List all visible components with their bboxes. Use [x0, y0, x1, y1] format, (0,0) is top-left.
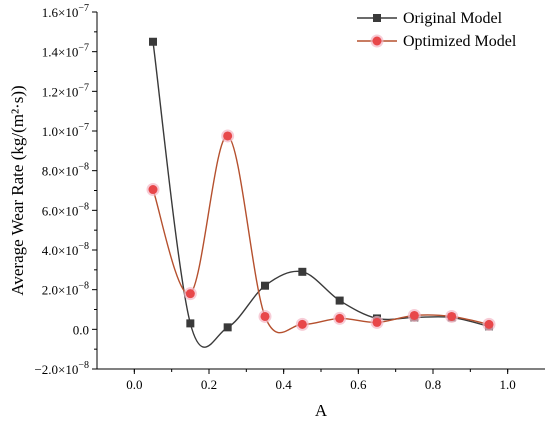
y-tick-label: 1.6×10−7: [42, 3, 89, 20]
data-point-circle: [447, 311, 457, 321]
x-tick-label: 0.8: [425, 377, 441, 392]
legend-marker-circle: [372, 36, 382, 46]
series-group: [146, 37, 496, 348]
y-tick-label: 4.0×10−8: [42, 241, 89, 258]
data-point-circle: [223, 131, 233, 141]
x-axis-title: A: [315, 401, 328, 420]
legend-label: Original Model: [403, 10, 503, 27]
y-tick-label: 1.0×10−7: [42, 122, 89, 139]
data-point-square: [298, 267, 307, 276]
x-tick-label: 0.6: [350, 377, 367, 392]
series-optimized-model: [146, 129, 496, 334]
data-point-square: [149, 37, 157, 46]
y-axis-title: Average Wear Rate (kg/(m²·s)): [8, 85, 27, 295]
y-tick-label: 8.0×10−8: [42, 162, 89, 179]
data-point-square: [186, 319, 195, 328]
legend: Original Model Optimized Model: [357, 10, 517, 50]
data-point-circle: [297, 319, 307, 329]
series-line: [152, 135, 490, 334]
data-point-square: [335, 296, 344, 305]
x-tick-label: 1.0: [500, 377, 516, 392]
y-tick-label: 0.0: [73, 322, 89, 337]
data-point-square: [223, 323, 232, 332]
data-point-circle: [335, 313, 345, 323]
series-original-model: [149, 37, 493, 348]
y-tick-label: 1.2×10−7: [42, 82, 89, 99]
x-tick-label: 0.2: [201, 377, 217, 392]
y-tick-label: −2.0×10−8: [34, 360, 89, 377]
x-tick-label: 0.4: [276, 377, 293, 392]
axes: 0.0 0.2 0.4 0.6 0.8 1.0 −2.0×10−8 0.0 2.0×10−8 4.…: [34, 3, 545, 392]
x-tick-label: 0.0: [126, 377, 142, 392]
data-point-circle: [148, 185, 158, 195]
legend-marker-square: [373, 14, 381, 22]
data-point-circle: [260, 311, 270, 321]
data-point-circle: [372, 317, 382, 327]
series-line: [152, 41, 490, 348]
y-tick-label: 1.4×10−7: [42, 43, 89, 60]
legend-label: Optimized Model: [403, 33, 517, 50]
y-tick-label: 6.0×10−8: [42, 201, 89, 218]
data-point-circle: [484, 319, 494, 329]
data-point-square: [261, 281, 269, 290]
y-tick-label: 2.0×10−8: [42, 281, 89, 298]
data-point-circle: [185, 289, 195, 299]
data-point-circle: [409, 310, 419, 320]
